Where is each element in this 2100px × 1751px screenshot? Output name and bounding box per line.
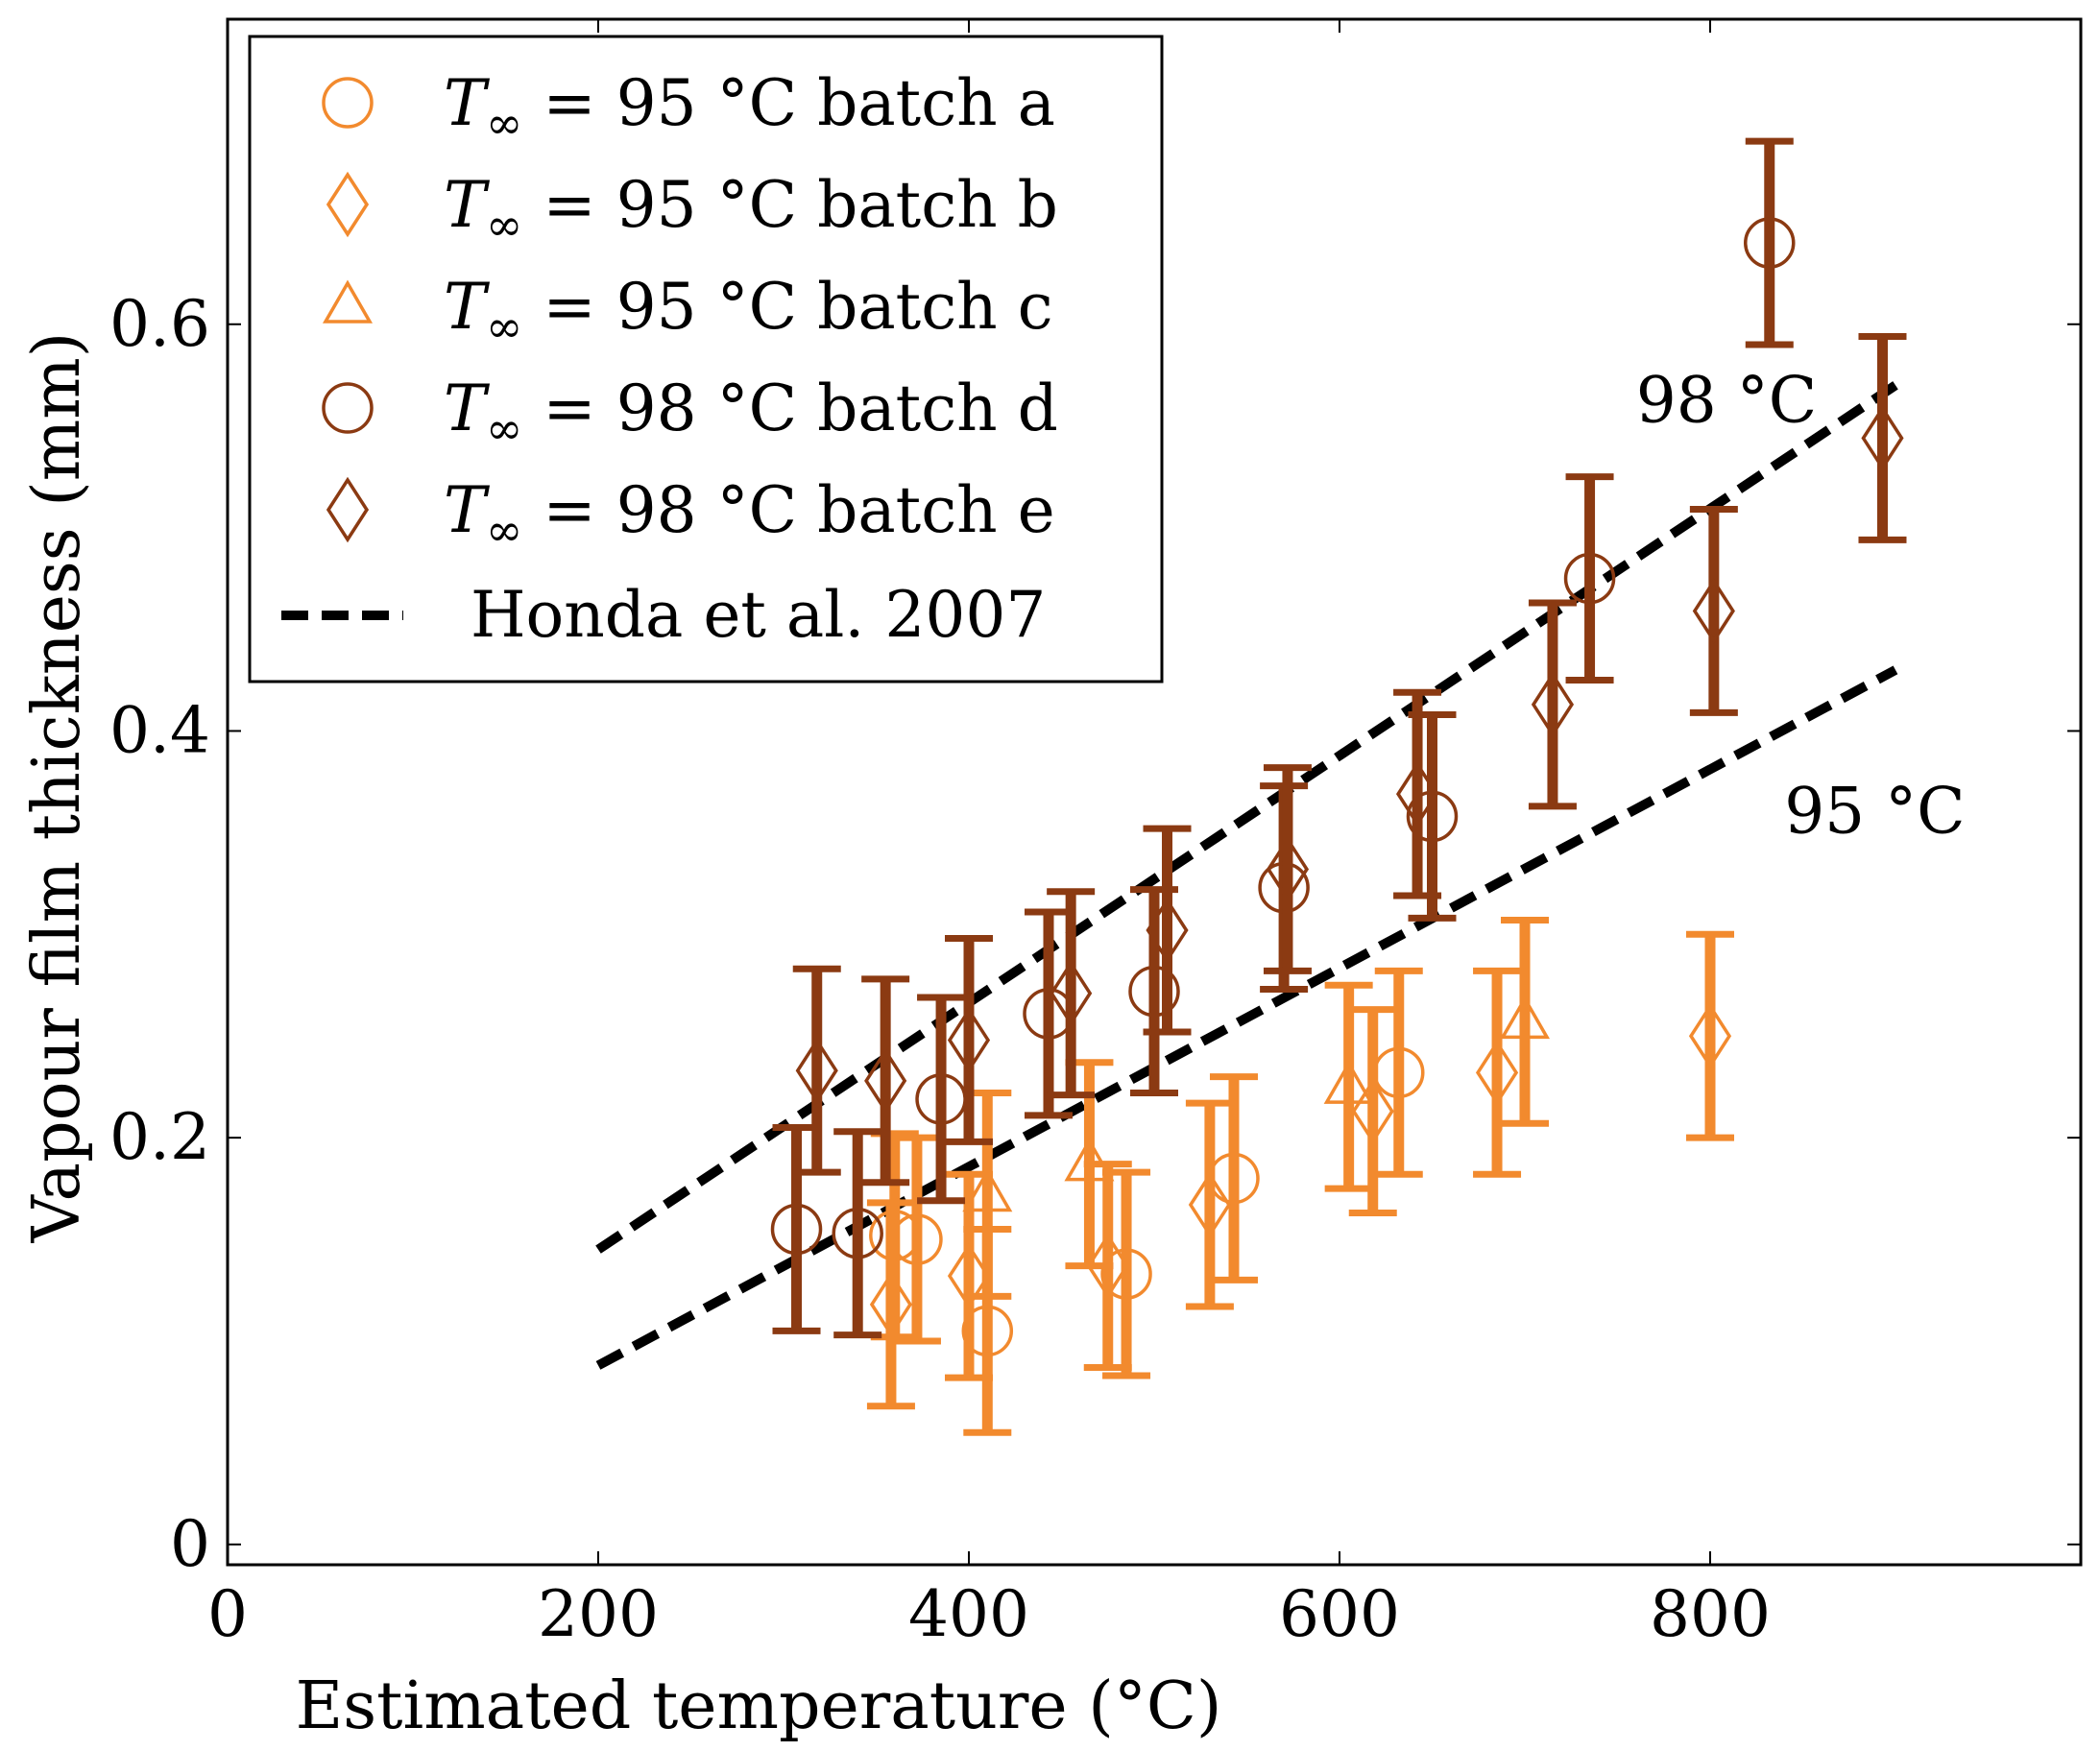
y-tick-label: 0.2 xyxy=(109,1100,210,1174)
x-tick-label: 0 xyxy=(207,1577,248,1651)
data-point-diamond xyxy=(1188,1171,1231,1238)
data-point-diamond xyxy=(1086,1233,1129,1299)
legend-unit: °C batch xyxy=(697,473,1018,547)
annotation-98c: 98 °C xyxy=(1636,363,1817,437)
y-tick-label: 0.4 xyxy=(109,693,210,767)
data-point-diamond xyxy=(1475,1040,1519,1106)
plot-series xyxy=(770,137,1907,1436)
honda-line-95c xyxy=(595,665,1898,1370)
data-point-circle xyxy=(1563,552,1616,605)
x-tick-label: 400 xyxy=(908,1577,1029,1651)
x-tick-label: 800 xyxy=(1650,1577,1771,1651)
legend-temp: 95 xyxy=(616,168,697,242)
data-point-triangle xyxy=(962,1167,1013,1212)
legend-label-batch-b: T∞ = 95 °C batch b xyxy=(444,168,1058,251)
data-point-circle xyxy=(1406,790,1459,843)
series-b xyxy=(866,930,1734,1410)
legend-label-batch-c: T∞ = 95 °C batch c xyxy=(444,270,1053,352)
legend: T∞ = 95 °C batch a T∞ = 95 °C batch b T∞… xyxy=(248,35,1164,684)
legend-label-honda: Honda et al. 2007 xyxy=(471,578,1046,652)
data-point-diamond xyxy=(795,1037,838,1104)
legend-symbol-t: T xyxy=(444,372,491,445)
data-point-triangle xyxy=(1323,1060,1374,1104)
series-e xyxy=(792,332,1907,1187)
data-point-diamond xyxy=(869,1271,913,1338)
legend-unit: °C batch xyxy=(697,270,1018,344)
data-point-circle xyxy=(832,1207,883,1259)
legend-equals: = xyxy=(522,66,616,140)
legend-unit: °C batch xyxy=(697,168,1018,242)
data-point-circle xyxy=(961,1305,1014,1357)
legend-symbol-inf: ∞ xyxy=(486,199,522,251)
axis-ticks: 0 200 400 600 800 0 0.2 0.4 0.6 xyxy=(109,19,2081,1651)
legend-temp: 95 xyxy=(616,270,697,344)
y-tick-label: 0.6 xyxy=(109,287,210,361)
legend-label-batch-e: T∞ = 98 °C batch e xyxy=(444,473,1055,556)
legend-batch: d xyxy=(1018,372,1058,445)
data-point-circle xyxy=(770,1203,823,1256)
legend-symbol-inf: ∞ xyxy=(486,504,522,556)
legend-symbol-t: T xyxy=(444,168,491,242)
data-point-diamond xyxy=(1531,671,1575,738)
legend-label-batch-d: T∞ = 98 °C batch d xyxy=(444,372,1058,454)
legend-symbol-t: T xyxy=(444,66,491,140)
data-point-diamond xyxy=(1146,897,1189,964)
legend-equals: = xyxy=(522,270,616,344)
data-point-circle xyxy=(1128,965,1180,1018)
legend-equals: = xyxy=(522,372,616,445)
data-point-diamond xyxy=(1395,760,1439,828)
data-point-triangle xyxy=(1499,995,1551,1040)
y-tick-label: 0 xyxy=(170,1507,210,1581)
data-point-diamond xyxy=(947,1242,991,1309)
legend-unit: °C batch xyxy=(697,66,1018,140)
data-point-diamond xyxy=(864,1047,907,1115)
legend-marker-d xyxy=(322,382,374,434)
legend-label-batch-a: T∞ = 95 °C batch a xyxy=(444,66,1055,149)
legend-temp: 98 xyxy=(616,473,697,547)
legend-markers xyxy=(281,77,403,620)
data-point-circle xyxy=(1100,1248,1152,1300)
annotation-95c: 95 °C xyxy=(1784,774,1965,848)
y-axis-label: Vapour film thickness (mm) xyxy=(19,332,95,1244)
legend-batch: a xyxy=(1018,66,1055,140)
legend-batch: b xyxy=(1018,168,1058,242)
legend-symbol-inf: ∞ xyxy=(486,402,522,454)
legend-marker-b xyxy=(326,171,370,238)
x-axis-label: Estimated temperature (°C) xyxy=(296,1668,1222,1744)
data-point-diamond xyxy=(1050,960,1093,1026)
legend-box xyxy=(248,35,1164,684)
x-tick-label: 600 xyxy=(1279,1577,1400,1651)
legend-batch: c xyxy=(1018,270,1053,344)
legend-marker-e xyxy=(326,476,370,543)
data-point-diamond xyxy=(947,1007,991,1073)
legend-symbol-t: T xyxy=(444,270,491,344)
legend-symbol-inf: ∞ xyxy=(486,97,522,149)
legend-symbol-t: T xyxy=(444,473,491,547)
legend-unit: °C batch xyxy=(697,372,1018,445)
data-point-diamond xyxy=(1688,1002,1732,1069)
legend-temp: 98 xyxy=(616,372,697,445)
data-point-circle xyxy=(1744,217,1796,269)
x-tick-label: 200 xyxy=(538,1577,659,1651)
legend-marker-a xyxy=(322,77,374,129)
legend-temp: 95 xyxy=(616,66,697,140)
legend-batch: e xyxy=(1018,473,1055,547)
legend-marker-c xyxy=(322,279,374,324)
legend-equals: = xyxy=(522,473,616,547)
legend-symbol-inf: ∞ xyxy=(486,300,522,352)
data-point-diamond xyxy=(1692,578,1735,644)
plot-frame xyxy=(226,17,2083,1567)
data-point-diamond xyxy=(1266,836,1310,902)
legend-equals: = xyxy=(522,168,616,242)
data-point-triangle xyxy=(1064,1138,1115,1182)
data-point-diamond xyxy=(1861,405,1904,471)
